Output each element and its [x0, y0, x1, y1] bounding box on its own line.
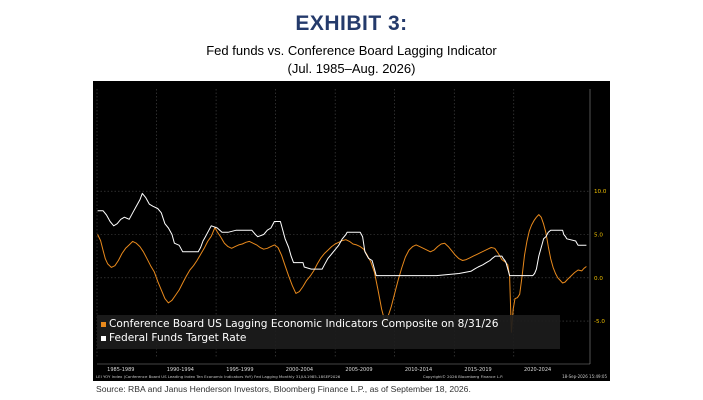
legend-swatch	[101, 322, 106, 327]
legend-label: Federal Funds Target Rate	[109, 332, 246, 344]
legend-label: Conference Board US Lagging Economic Ind…	[109, 318, 499, 330]
legend: Conference Board US Lagging Economic Ind…	[97, 315, 560, 349]
axis-labels: 10.0 5.0 0.0 -5.0 1985-1989 1990-1994 1995-199…	[97, 89, 607, 373]
bloomberg-footer-left: LEI YOY Index (Conference Board US Leadi…	[96, 374, 341, 379]
lagging-indicator-line	[97, 214, 587, 333]
x-tick-label: 1990-1994	[167, 367, 194, 373]
fed-funds-line	[97, 192, 587, 277]
source-note: Source: RBA and Janus Henderson Investor…	[96, 384, 471, 394]
y-tick-label: 10.0	[594, 189, 607, 195]
series-lines	[97, 192, 587, 333]
x-tick-label: 2015-2019	[464, 367, 491, 373]
y-tick-label: -5.0	[594, 319, 605, 325]
x-tick-label: 2005-2009	[345, 367, 372, 373]
bloomberg-footer-copyright: Copyright© 2026 Bloomberg Finance L.P.	[423, 374, 503, 379]
y-tick-label: 0.0	[594, 276, 603, 282]
legend-box	[97, 315, 560, 349]
bloomberg-footer-timestamp: 18-Sep-2026 15:49:05	[562, 374, 607, 379]
chart-title: Fed funds vs. Conference Board Lagging I…	[206, 43, 497, 58]
exhibit-label: EXHIBIT 3:	[295, 12, 408, 35]
legend-swatch	[101, 336, 106, 341]
y-tick-label: 5.0	[594, 232, 603, 238]
x-tick-label: 1995-1999	[226, 367, 253, 373]
line-chart: 10.0 5.0 0.0 -5.0 1985-1989 1990-1994 1995-199…	[93, 81, 610, 381]
x-tick-label: 2010-2014	[405, 367, 432, 373]
x-tick-label: 2020-2024	[524, 367, 551, 373]
chart-panel: 10.0 5.0 0.0 -5.0 1985-1989 1990-1994 1995-199…	[93, 81, 610, 381]
x-tick-label: 1985-1989	[107, 367, 134, 373]
x-tick-label: 2000-2004	[286, 367, 313, 373]
chart-date-range: (Jul. 1985–Aug. 2026)	[287, 61, 416, 76]
